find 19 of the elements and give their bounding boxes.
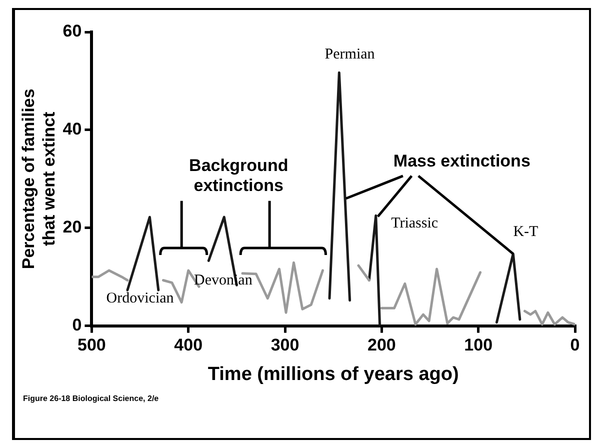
x-tick-label: 400: [174, 336, 203, 355]
annotation: Triassic: [391, 215, 438, 232]
annotation: Mass extinctions: [393, 151, 530, 170]
y-tick-label: 40: [62, 120, 82, 139]
x-tick-label: 0: [570, 336, 580, 355]
y-axis-title: Percentage of families that went extinct: [18, 88, 58, 270]
y-tick-label: 0: [72, 315, 82, 334]
x-tick-label: 100: [464, 336, 493, 355]
annotation: Permian: [324, 46, 376, 62]
y-tick-label: 20: [62, 218, 82, 237]
x-tick-label: 500: [78, 336, 106, 355]
x-axis-title: Time (millions of years ago): [208, 364, 459, 385]
annotation: K-T: [513, 224, 538, 240]
annotation: Ordovician: [106, 290, 174, 306]
caption: Figure 26-18 Biological Science, 2/e: [23, 394, 159, 404]
y-tick-label: 60: [62, 22, 82, 41]
annotation: Background extinctions: [189, 156, 288, 196]
x-tick-label: 200: [367, 336, 396, 355]
x-tick-label: 300: [270, 336, 300, 355]
